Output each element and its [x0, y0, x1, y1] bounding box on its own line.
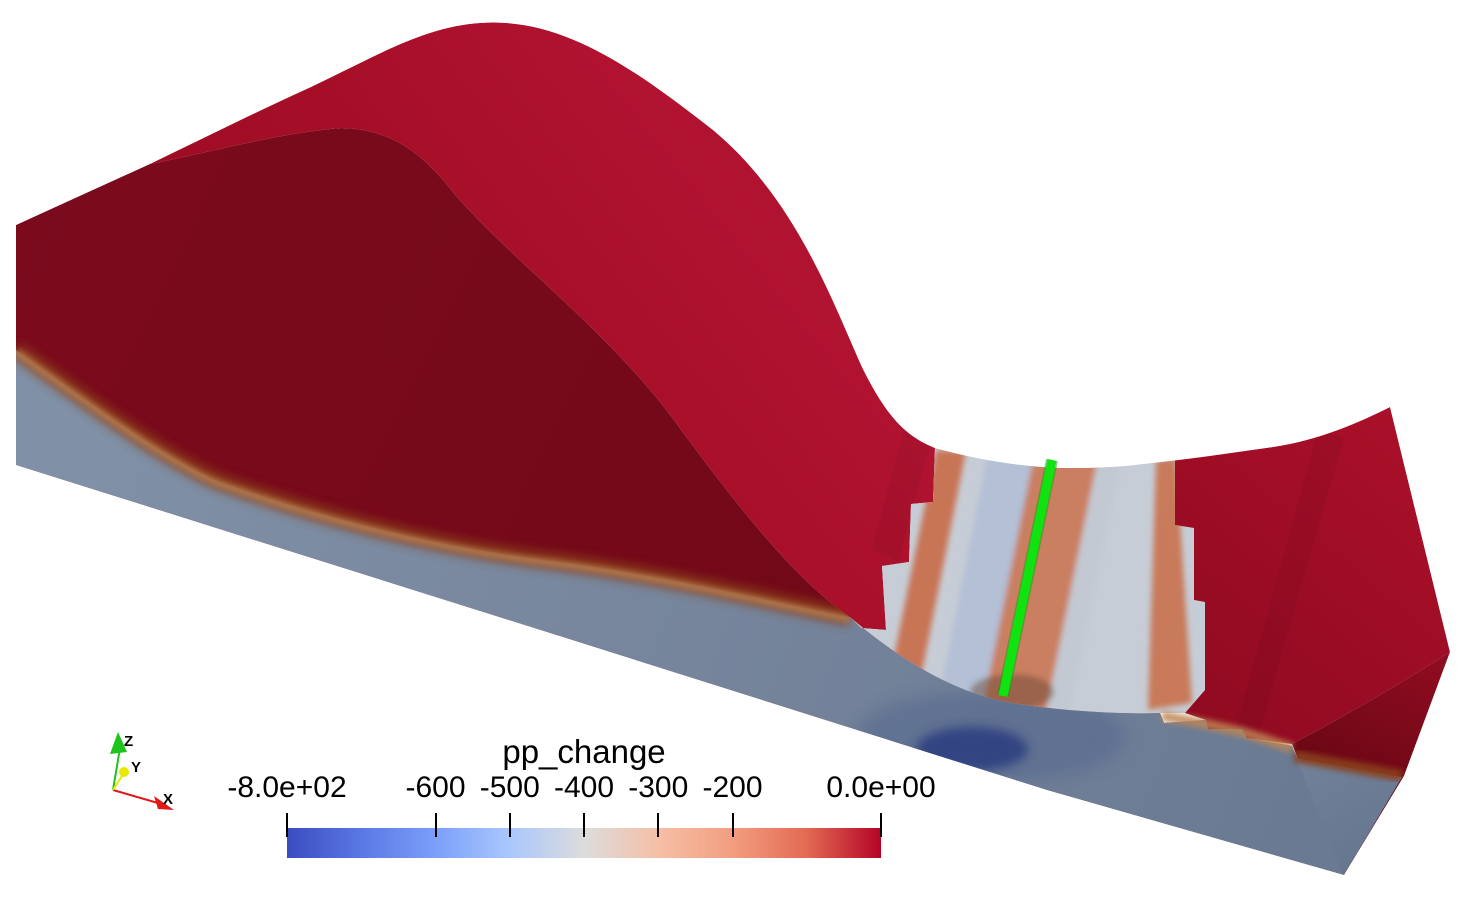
valley-bands — [884, 450, 1192, 712]
layer-fringe-right — [1161, 711, 1294, 753]
colorbar-tick — [286, 813, 288, 837]
colorbar-tick-label: -500 — [479, 771, 540, 804]
valley-band-salmon-left — [884, 450, 966, 712]
colorbar-tick-label: -600 — [405, 771, 466, 804]
valley-band-streak — [1046, 458, 1122, 712]
colorbar-tick — [583, 813, 585, 837]
y-axis-line — [112, 775, 123, 791]
front-face-red — [16, 128, 1344, 875]
colorbar-tick — [434, 813, 437, 837]
colorbar-tick — [508, 813, 511, 837]
z-axis-arrowhead — [110, 732, 127, 754]
z-axis-line — [112, 747, 121, 791]
valley-band-salmon-right — [1148, 458, 1192, 710]
top-surface-dome — [150, 22, 935, 630]
layer-fringe-left-tan — [16, 349, 851, 622]
x-axis-label: X — [163, 791, 173, 808]
layer-fringe-endcap — [1292, 750, 1404, 782]
colorbar-tick-label: -400 — [553, 771, 615, 804]
end-cap-gray — [1296, 758, 1402, 875]
colorbar-tick — [880, 813, 882, 837]
colorbar-tick-label: -8.0e+02 — [227, 771, 347, 804]
colorbar-tick-label: -300 — [628, 771, 689, 804]
x-axis-arrowhead — [154, 796, 174, 810]
x-axis-line — [112, 789, 159, 804]
y-axis-sphere — [119, 767, 129, 777]
colorbar-tick-label: -200 — [702, 771, 763, 804]
well-line — [998, 459, 1057, 697]
y-axis-label: Y — [131, 759, 141, 776]
valley-band-blue — [936, 452, 1040, 712]
colorbar-tick-label: 0.0e+00 — [826, 771, 936, 804]
terrain-slab — [16, 22, 1450, 875]
right-slope-red — [1175, 407, 1450, 744]
colorbar-tick — [657, 813, 660, 837]
colorbar-tick — [731, 813, 734, 837]
mesh-streak — [1236, 430, 1344, 736]
pressure-blob — [916, 727, 1028, 771]
z-axis-label: Z — [124, 733, 133, 750]
well-trajectory — [997, 458, 1058, 698]
orientation-axes-widget: X Z Y — [110, 732, 174, 810]
